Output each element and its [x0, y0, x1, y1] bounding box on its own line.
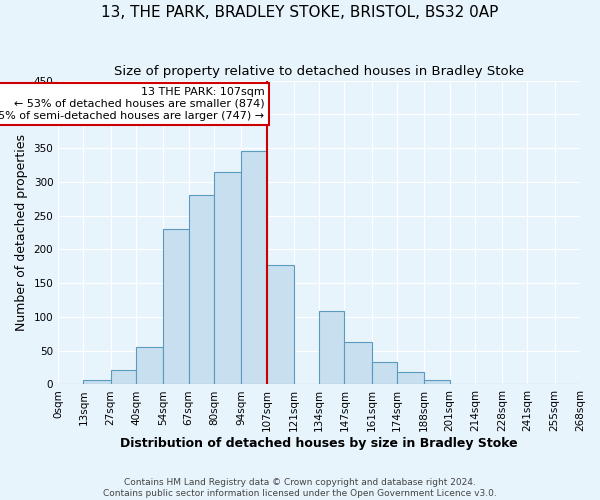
Title: Size of property relative to detached houses in Bradley Stoke: Size of property relative to detached ho…	[114, 65, 524, 78]
Bar	[424, 380, 449, 384]
Bar	[397, 372, 424, 384]
Text: Contains HM Land Registry data © Crown copyright and database right 2024.
Contai: Contains HM Land Registry data © Crown c…	[103, 478, 497, 498]
Text: 13 THE PARK: 107sqm
← 53% of detached houses are smaller (874)
45% of semi-detac: 13 THE PARK: 107sqm ← 53% of detached ho…	[0, 88, 265, 120]
Bar	[83, 380, 111, 384]
Bar	[188, 196, 214, 384]
Bar	[371, 362, 397, 384]
Bar	[163, 229, 188, 384]
Bar	[319, 311, 344, 384]
Bar	[214, 172, 241, 384]
Bar	[266, 265, 294, 384]
Text: 13, THE PARK, BRADLEY STOKE, BRISTOL, BS32 0AP: 13, THE PARK, BRADLEY STOKE, BRISTOL, BS…	[101, 5, 499, 20]
Bar	[111, 370, 136, 384]
X-axis label: Distribution of detached houses by size in Bradley Stoke: Distribution of detached houses by size …	[120, 437, 518, 450]
Y-axis label: Number of detached properties: Number of detached properties	[15, 134, 28, 331]
Bar	[344, 342, 371, 384]
Bar	[241, 152, 266, 384]
Bar	[136, 348, 163, 385]
